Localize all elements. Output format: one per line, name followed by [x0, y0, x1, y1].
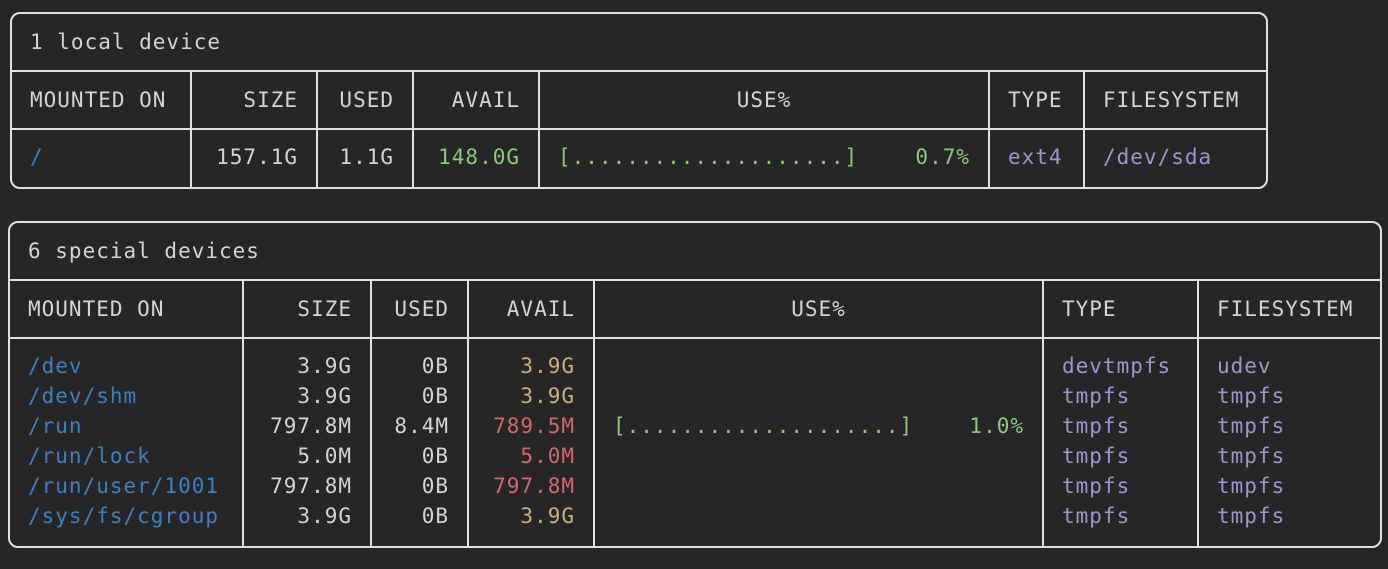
table-header-local: MOUNTED ON SIZE USED AVAIL USE% TYPE FILESYSTE…: [12, 72, 1266, 130]
usage-bar: [....................]: [558, 145, 859, 169]
column-header-use: USE%: [540, 72, 990, 128]
duf-output: 1 local device MOUNTED ON SIZE USED AVAIL US…: [0, 12, 1388, 548]
cell-size: 3.9G: [297, 504, 352, 528]
cell-size: 797.8M: [270, 474, 352, 498]
cell-size: 3.9G: [297, 384, 352, 408]
local-devices-table: 1 local device MOUNTED ON SIZE USED AVAIL US…: [10, 12, 1268, 189]
cell-used: 0B: [421, 444, 449, 468]
cell-use: [595, 471, 1042, 501]
cell-type: tmpfs: [1062, 474, 1131, 498]
table-body-local: / 157.1G 1.1G 148.0G [....................] 0…: [12, 130, 1266, 187]
cell-use: [....................] 0.7%: [540, 142, 988, 172]
cell-use: [....................] 1.0%: [595, 411, 1042, 441]
column-header-type: TYPE: [1044, 281, 1199, 337]
cell-mounted_on: /sys/fs/cgroup: [28, 504, 220, 528]
table-title-special: 6 special devices: [10, 223, 1380, 281]
cell-use: [595, 441, 1042, 471]
cell-avail: 3.9G: [520, 384, 575, 408]
column-filesystem: /dev/sda: [1085, 130, 1266, 187]
cell-size: 797.8M: [270, 414, 352, 438]
column-header-size: SIZE: [192, 72, 318, 128]
cell-used: 0B: [421, 504, 449, 528]
cell-avail: 3.9G: [520, 504, 575, 528]
column-size: 157.1G: [192, 130, 318, 187]
cell-filesystem: tmpfs: [1217, 474, 1286, 498]
column-filesystem: udev tmpfs tmpfs tmpfs tmpfs tmpfs: [1199, 339, 1380, 546]
column-avail: 148.0G: [414, 130, 540, 187]
column-use: [....................] 0.7%: [540, 130, 990, 187]
usage-bar: [....................]: [613, 414, 914, 438]
usage-percent: 1.0%: [969, 414, 1024, 438]
table-title-local: 1 local device: [12, 14, 1266, 72]
cell-type: tmpfs: [1062, 384, 1131, 408]
column-used: 1.1G: [318, 130, 414, 187]
cell-filesystem: tmpfs: [1217, 504, 1286, 528]
cell-mounted_on: /dev/shm: [28, 384, 138, 408]
cell-mounted_on: /dev: [28, 354, 83, 378]
cell-filesystem: tmpfs: [1217, 414, 1286, 438]
column-header-used: USED: [372, 281, 469, 337]
column-header-filesystem: FILESYSTEM: [1103, 88, 1240, 112]
column-header-avail: AVAIL: [469, 281, 595, 337]
column-header-avail: AVAIL: [414, 72, 540, 128]
cell-type: tmpfs: [1062, 444, 1131, 468]
special-devices-table: 6 special devices MOUNTED ON SIZE USED AVAI…: [8, 221, 1382, 548]
column-header-used: USED: [318, 72, 414, 128]
column-type: ext4: [990, 130, 1085, 187]
cell-used: 1.1G: [339, 145, 394, 169]
cell-filesystem: tmpfs: [1217, 444, 1286, 468]
cell-size: 3.9G: [297, 354, 352, 378]
column-header-filesystem: FILESYSTEM: [1217, 297, 1354, 321]
cell-mounted_on: /run/lock: [28, 444, 151, 468]
cell-avail: 148.0G: [438, 145, 520, 169]
cell-used: 8.4M: [394, 414, 449, 438]
cell-used: 0B: [421, 384, 449, 408]
cell-use: [595, 501, 1042, 531]
cell-filesystem: tmpfs: [1217, 384, 1286, 408]
cell-avail: 797.8M: [493, 474, 575, 498]
cell-type: ext4: [1008, 145, 1063, 169]
column-used: 0B 0B 8.4M 0B 0B 0B: [372, 339, 469, 546]
column-type: devtmpfs tmpfs tmpfs tmpfs tmpfs tmpfs: [1044, 339, 1199, 546]
column-header-size: SIZE: [244, 281, 372, 337]
cell-mounted_on: /run: [28, 414, 83, 438]
cell-mounted_on: /run/user/1001: [28, 474, 220, 498]
table-body-special: /dev/dev/shm/run/run/lock/run/user/1001 /…: [10, 339, 1380, 546]
column-mounted_on: /dev/dev/shm/run/run/lock/run/user/1001 /…: [10, 339, 244, 546]
column-avail: 3.9G 3.9G 789.5M 5.0M 797.8M 3.9G: [469, 339, 595, 546]
cell-used: 0B: [421, 354, 449, 378]
cell-use: [595, 381, 1042, 411]
cell-type: devtmpfs: [1062, 354, 1172, 378]
cell-filesystem: /dev/sda: [1103, 145, 1213, 169]
cell-mounted_on: /: [30, 145, 44, 169]
cell-size: 157.1G: [216, 145, 298, 169]
cell-avail: 5.0M: [520, 444, 575, 468]
cell-size: 5.0M: [297, 444, 352, 468]
column-header-mounted_on: MOUNTED ON: [10, 281, 244, 337]
column-header-type: TYPE: [990, 72, 1085, 128]
cell-use: [595, 351, 1042, 381]
terminal-screen: { "colors":{ "background":"#262626", "bo…: [0, 12, 1388, 569]
table-header-special: MOUNTED ON SIZE USED AVAIL USE% TYPE FILESYSTE…: [10, 281, 1380, 339]
cell-type: tmpfs: [1062, 504, 1131, 528]
column-size: 3.9G 3.9G 797.8M 5.0M 797.8M 3.9G: [244, 339, 372, 546]
column-use: [....................] 1.0%: [595, 339, 1044, 546]
cell-avail: 3.9G: [520, 354, 575, 378]
column-header-use: USE%: [595, 281, 1044, 337]
cell-avail: 789.5M: [493, 414, 575, 438]
column-header-mounted_on: MOUNTED ON: [12, 72, 192, 128]
cell-type: tmpfs: [1062, 414, 1131, 438]
cell-used: 0B: [421, 474, 449, 498]
column-mounted_on: /: [12, 130, 192, 187]
cell-filesystem: udev: [1217, 354, 1272, 378]
usage-percent: 0.7%: [915, 145, 970, 169]
